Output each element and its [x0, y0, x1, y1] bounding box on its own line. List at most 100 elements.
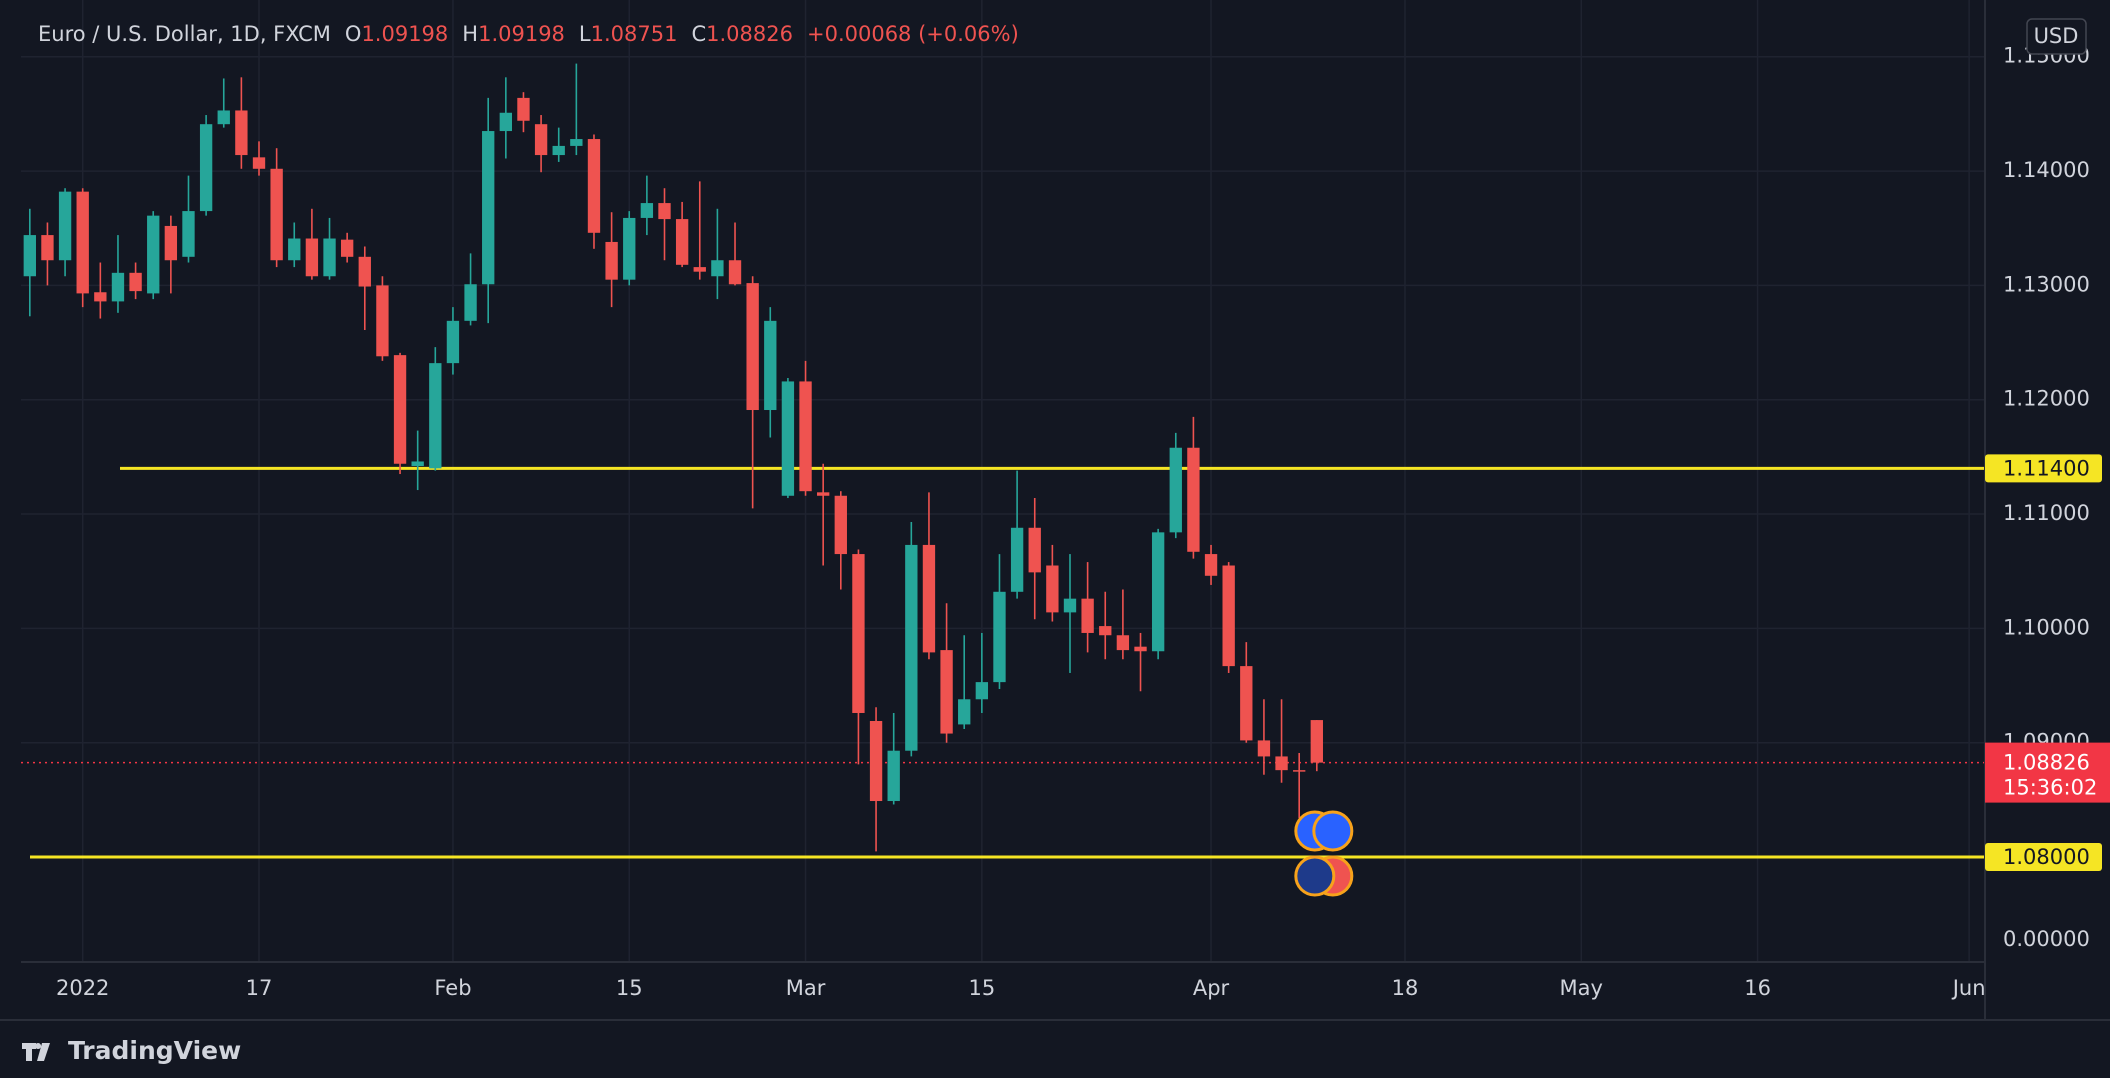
candle-body: [305, 238, 319, 277]
candle-body: [323, 238, 336, 277]
event-icon: [1294, 855, 1336, 897]
candle-body: [605, 241, 618, 280]
candle-body: [1099, 626, 1112, 636]
candle-body: [1063, 598, 1077, 613]
candle-body: [376, 285, 389, 357]
candle-body: [58, 191, 72, 261]
candle-body: [446, 320, 460, 364]
level-label-box: [1985, 454, 2102, 483]
candle-body: [358, 256, 371, 287]
candle-body: [129, 272, 142, 292]
candle-body: [1257, 740, 1271, 757]
candle-body: [235, 110, 248, 156]
candle-body: [270, 168, 283, 261]
currency-button[interactable]: [2026, 18, 2087, 55]
candle-body: [781, 381, 795, 496]
candle-body: [1293, 770, 1306, 772]
candle-body: [975, 682, 989, 700]
level-label-box: [1985, 843, 2102, 872]
change: +0.00068 (+0.06%): [806, 22, 1019, 46]
x-tick-label: Jun: [1951, 976, 1986, 1000]
candle-body: [834, 495, 847, 555]
brand-name: TradingView: [68, 1036, 241, 1065]
event-icon: [1312, 810, 1354, 852]
x-tick-label: Feb: [434, 976, 471, 1000]
candle-body: [711, 260, 724, 277]
candle-body: [1046, 565, 1059, 613]
candle-body: [993, 591, 1006, 683]
candles: [23, 63, 1354, 897]
candle-body: [164, 225, 178, 261]
level-label: 1.11400: [2003, 456, 2090, 480]
currency-label[interactable]: USD: [2034, 24, 2079, 48]
footer: [0, 1020, 2110, 1078]
candle-body: [534, 124, 548, 156]
candle-body: [905, 544, 918, 751]
candle-body: [199, 124, 213, 212]
x-tick-label: Apr: [1193, 976, 1230, 1000]
candle-body: [111, 272, 125, 302]
candle-body: [464, 284, 477, 321]
x-tick-label: 15: [968, 976, 995, 1000]
x-tick-label: 17: [246, 976, 273, 1000]
countdown-label: 15:36:02: [2003, 776, 2097, 800]
legend-header: Euro / U.S. Dollar, 1D, FXCM O1.09198 H 1.0…: [38, 22, 1033, 46]
ohlc-key: O: [344, 22, 362, 46]
x-tick-label: 2022: [56, 976, 109, 1000]
symbol: Euro / U.S. Dollar, 1D, FXCM: [38, 22, 331, 46]
candle-body: [940, 650, 953, 734]
candle-body: [869, 720, 883, 802]
candle-body: [23, 235, 36, 277]
y-tick-label: 1.13000: [2003, 272, 2090, 296]
ohlc-key: C: [691, 22, 707, 46]
candle-body: [393, 355, 407, 464]
candle-body: [94, 292, 107, 302]
candle-body: [570, 139, 583, 146]
candle-body: [1310, 720, 1323, 763]
last-price-box: [1985, 742, 2110, 803]
candle-body: [217, 110, 230, 125]
x-tick-label: 16: [1744, 976, 1771, 1000]
candle-body: [1204, 554, 1218, 576]
x-tick-label: 18: [1392, 976, 1419, 1000]
candle-body: [764, 320, 777, 411]
ohlc-value: 1.08751: [590, 22, 678, 46]
candle-body: [1081, 598, 1094, 633]
x-tick-label: May: [1560, 976, 1603, 1000]
candle-body: [429, 363, 442, 469]
y-tick-label: 1.11000: [2003, 501, 2090, 525]
candle-body: [1240, 666, 1253, 741]
x-tick-label: 15: [616, 976, 643, 1000]
candle-body: [252, 157, 266, 169]
y-tick-label: 1.10000: [2003, 615, 2090, 639]
candle-body: [1151, 532, 1165, 652]
candle-body: [799, 381, 812, 492]
candle-body: [1275, 756, 1288, 771]
ohlc-value: 1.09198: [361, 22, 449, 46]
candle-body: [658, 203, 671, 220]
candle-body: [517, 97, 530, 121]
candle-body: [623, 217, 636, 280]
candle-body: [675, 219, 689, 265]
candle-body: [552, 145, 565, 156]
last-price-label: 1.08826: [2003, 751, 2090, 775]
candle-body: [1116, 635, 1130, 651]
ohlc-key: H: [462, 22, 479, 46]
candle-body: [482, 131, 495, 285]
logo-icon: [22, 1043, 50, 1061]
candle-body: [958, 699, 971, 725]
candle-body: [1169, 447, 1182, 533]
candle-body: [922, 544, 936, 653]
candle-body: [1187, 447, 1200, 552]
y-tick-label: 1.14000: [2003, 158, 2090, 182]
ohlc-value: 1.08826: [706, 22, 793, 46]
candle-body: [411, 461, 424, 467]
level-label: 1.08000: [2003, 845, 2090, 869]
candle-body: [746, 283, 759, 411]
candle-body: [182, 211, 195, 257]
candle-body: [693, 267, 706, 272]
candle-body: [1028, 527, 1041, 573]
